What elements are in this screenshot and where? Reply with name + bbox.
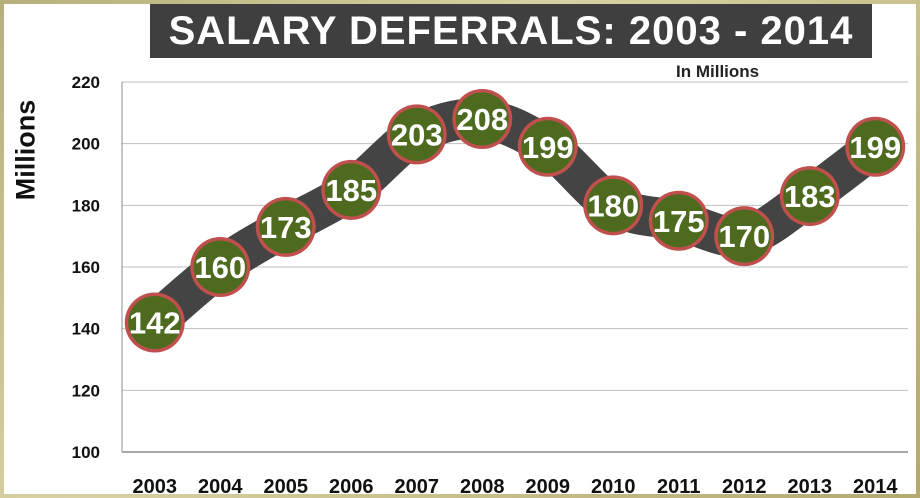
data-point [652, 194, 706, 248]
x-tick-label: 2006 [329, 476, 374, 498]
y-tick-label: 160 [72, 258, 100, 277]
data-label: 199 [849, 130, 901, 165]
data-label: 170 [718, 219, 770, 254]
data-label: 160 [194, 250, 246, 285]
y-tick-label: 120 [72, 381, 100, 400]
y-tick-label: 200 [72, 135, 100, 154]
x-tick-label: 2011 [657, 476, 700, 498]
data-point [848, 120, 902, 174]
data-label: 142 [129, 306, 181, 341]
data-label: 185 [325, 173, 377, 208]
x-tick-label: 2007 [395, 476, 440, 498]
chart-title: SALARY DEFERRALS: 2003 - 2014 [168, 8, 854, 53]
x-tick-label: 2014 [853, 476, 898, 498]
data-point [783, 169, 837, 223]
data-point [717, 209, 771, 263]
x-tick-label: 2004 [198, 476, 243, 498]
x-tick-label: 2008 [460, 476, 505, 498]
x-tick-label: 2013 [788, 476, 833, 498]
data-point [586, 178, 640, 232]
x-tick-label: 2005 [264, 476, 309, 498]
data-point [455, 92, 509, 146]
data-label: 199 [522, 130, 574, 165]
data-label: 203 [391, 117, 443, 152]
data-label: 173 [260, 210, 312, 245]
data-point [259, 200, 313, 254]
y-tick-label: 180 [72, 196, 100, 215]
x-tick-label: 2003 [133, 476, 178, 498]
data-label: 180 [587, 188, 639, 223]
chart-title-box: SALARY DEFERRALS: 2003 - 2014 [150, 4, 872, 58]
chart-subtitle: In Millions [676, 62, 760, 81]
x-tick-label: 2012 [722, 476, 767, 498]
x-tick-label: 2009 [526, 476, 571, 498]
data-point [390, 107, 444, 161]
data-point [193, 240, 247, 294]
data-point [521, 120, 575, 174]
y-tick-label: 100 [72, 443, 100, 462]
y-tick-label: 140 [72, 320, 100, 339]
data-label: 175 [653, 204, 705, 239]
data-label: 183 [784, 179, 836, 214]
data-point [324, 163, 378, 217]
data-point [128, 296, 182, 349]
x-tick-label: 2010 [591, 476, 636, 498]
data-label: 208 [456, 102, 508, 137]
y-tick-label: 220 [72, 73, 100, 92]
